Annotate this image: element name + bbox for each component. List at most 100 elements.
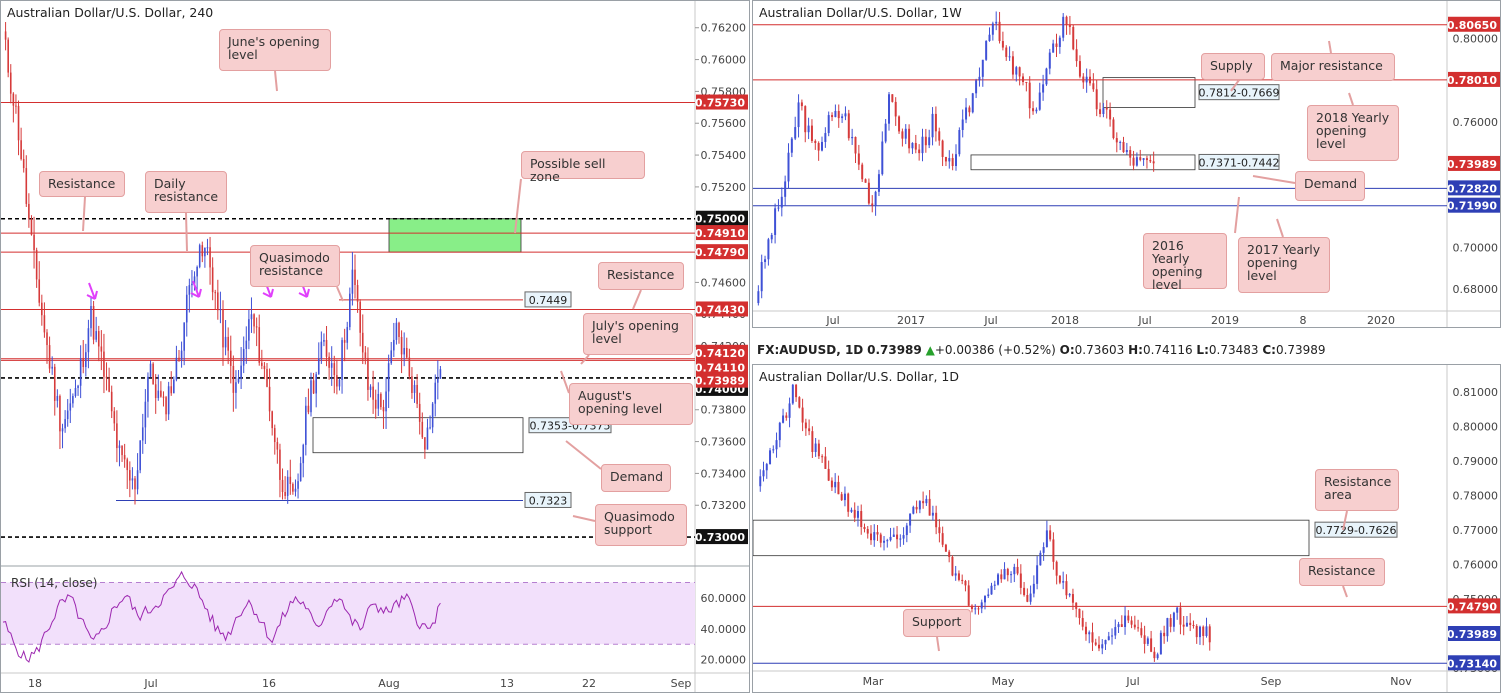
d1-chart-svg[interactable]: 0.81000 0.80000 0.79000 0.78000 0.77000 0.760…: [753, 365, 1501, 693]
d1-level-label: 0.73989: [1447, 628, 1497, 641]
h4-candle: [219, 309, 222, 311]
h4-candle: [92, 306, 95, 340]
d1-candle: [984, 596, 986, 603]
h4-candle: [15, 105, 17, 107]
h4-chart-svg[interactable]: 0.762000.760000.758000.756000.754000.752…: [1, 1, 750, 693]
d1-candle: [853, 509, 856, 518]
h4-candle: [266, 369, 268, 387]
d1-candle: [1091, 632, 1094, 643]
d1-candle: [866, 529, 869, 534]
h4-qms-label: 0.7323: [529, 494, 568, 507]
w1-chart-svg[interactable]: 0.800000.780000.760000.740000.720000.700…: [753, 1, 1501, 328]
h4-candle: [317, 358, 320, 375]
d1-candle: [1052, 539, 1055, 562]
h4-candle: [188, 285, 191, 295]
w1-candle: [780, 196, 783, 208]
w1-chart-panel[interactable]: 0.800000.780000.760000.740000.720000.700…: [752, 0, 1501, 328]
d1-candle: [974, 608, 977, 610]
h4-candle: [113, 411, 116, 424]
w1-candle: [807, 125, 810, 133]
w1-candle: [1011, 56, 1014, 75]
h4-candle: [22, 159, 25, 169]
w1-x-tick-label: Jul: [825, 314, 839, 327]
w1-candle: [924, 136, 927, 146]
h4-candle: [232, 365, 235, 393]
h4-candle: [361, 332, 364, 353]
h4-candle: [157, 390, 160, 399]
d1-chart-panel[interactable]: 0.81000 0.80000 0.79000 0.78000 0.77000 0.760…: [752, 364, 1501, 693]
h4-candle: [183, 322, 185, 351]
d1-level-label: 0.74790: [1447, 600, 1497, 613]
d1-candle: [883, 540, 886, 543]
d1-candle: [1156, 654, 1159, 659]
d1-candle: [834, 481, 837, 488]
h4-candle: [53, 366, 56, 401]
d1-candle: [1192, 625, 1195, 627]
w1-supply-label-box: [1198, 84, 1280, 101]
d1-candle: [997, 574, 1000, 585]
w1-level-label: 0.73989: [1447, 158, 1497, 171]
w1-candle: [1028, 82, 1031, 109]
h4-level-label-bg: [696, 359, 748, 375]
h4-candle: [276, 442, 279, 450]
w1-candle: [1045, 68, 1048, 85]
w1-candle: [965, 107, 968, 120]
d1-candle: [967, 585, 970, 606]
w1-candle: [857, 153, 860, 165]
d1-candle: [873, 532, 876, 541]
w1-candle: [995, 21, 998, 24]
h4-candle: [310, 380, 312, 413]
w1-candle: [871, 203, 874, 206]
w1-candle: [985, 40, 988, 60]
h4-rsi-line: [2, 570, 441, 663]
h4-candle: [72, 396, 74, 404]
w1-x-tick-label: 2018: [1051, 314, 1079, 327]
h4-candle: [17, 105, 20, 141]
d1-candle: [1058, 575, 1061, 583]
h4-level-label: 0.74120: [695, 347, 745, 360]
h4-chart-panel[interactable]: 0.76200 0.76000 0.75800 0.75600 0.75400 0.752…: [0, 0, 750, 693]
h4-candle: [191, 283, 193, 286]
w1-candle: [891, 94, 894, 102]
w1-candle: [988, 34, 991, 41]
w1-candle: [1001, 41, 1004, 48]
h4-candle: [30, 218, 33, 235]
w1-level-label: 0.72820: [1447, 182, 1497, 195]
h4-candle: [173, 379, 175, 394]
d1-candle: [1081, 618, 1084, 627]
d1-y-tick-label: 0.78000: [1453, 490, 1499, 503]
w1-candle: [810, 125, 813, 141]
d1-candle: [778, 422, 781, 441]
d1-candle: [824, 456, 827, 469]
w1-level-label-bg: [1448, 71, 1500, 87]
h4-candle: [395, 322, 398, 340]
h4-candle: [110, 391, 113, 412]
d1-candle: [1062, 581, 1065, 583]
w1-candle: [894, 101, 897, 117]
d1-candle: [915, 506, 918, 510]
w1-candle: [1095, 89, 1098, 110]
d1-y-tick-label: 0.76000: [1453, 559, 1499, 572]
d1-candle: [1114, 627, 1117, 636]
h4-candle: [325, 339, 328, 357]
d1-candle: [1045, 530, 1048, 548]
d1-candle: [1032, 583, 1035, 594]
w1-candle: [1125, 149, 1128, 153]
h4-candle: [369, 386, 372, 390]
d1-candle: [827, 468, 830, 481]
callout-resistance-left: Resistance: [39, 171, 125, 197]
d1-candle: [798, 397, 801, 408]
h4-candle: [43, 315, 46, 333]
w1-candle: [1112, 119, 1115, 139]
h4-candle: [209, 247, 211, 268]
d1-candle: [1107, 636, 1110, 640]
d1-candle: [1208, 626, 1211, 643]
h4-candle: [405, 347, 408, 358]
h4-candle: [380, 393, 382, 408]
h4-candle: [4, 31, 7, 40]
h4-level-label: 0.74910: [695, 227, 745, 240]
h4-candle: [330, 363, 333, 368]
d1-candle: [1133, 624, 1136, 628]
d1-candle: [782, 415, 785, 423]
h4-level-label-bg: [696, 529, 748, 545]
